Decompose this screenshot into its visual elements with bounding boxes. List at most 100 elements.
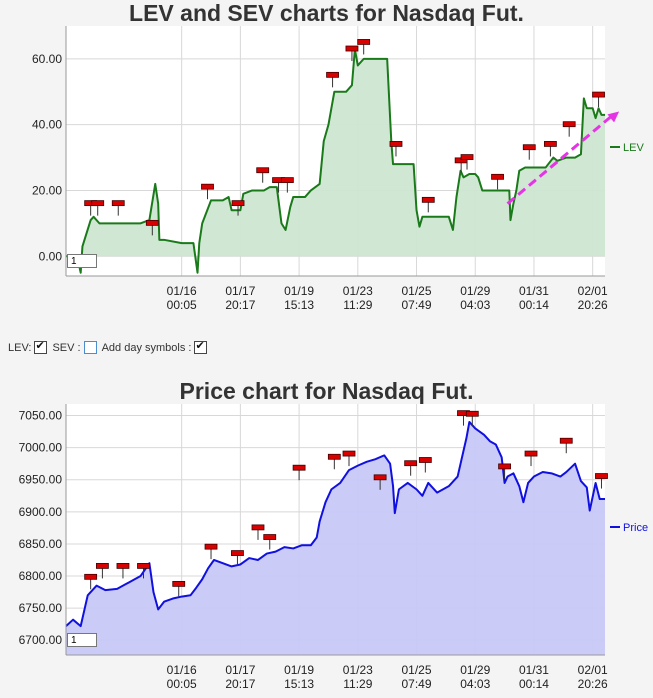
day-marker-flag xyxy=(231,200,245,207)
plot-area xyxy=(66,404,605,655)
x-tick-time: 00:05 xyxy=(167,677,197,691)
day-marker-flag xyxy=(342,450,356,457)
x-tick-date: 01/23 xyxy=(343,284,373,298)
y-tick-label: 6750.00 xyxy=(19,601,63,615)
trend-arrow-line xyxy=(506,115,613,205)
y-tick-label: 6800.00 xyxy=(19,569,63,583)
lev-checkbox[interactable] xyxy=(34,339,48,354)
x-tick-date: 01/29 xyxy=(460,284,490,298)
x-tick-time: 20:26 xyxy=(578,677,608,691)
x-tick-date: 01/29 xyxy=(460,663,490,677)
series-line xyxy=(65,420,605,628)
day-marker-flag xyxy=(256,167,270,174)
x-tick-time: 04:03 xyxy=(460,298,490,312)
day-symbols-checkbox[interactable] xyxy=(194,339,208,354)
day-marker-flag xyxy=(231,550,244,556)
day-marker-flag xyxy=(465,410,479,417)
x-tick-time: 07:49 xyxy=(402,677,432,691)
x-tick-date: 01/19 xyxy=(284,663,314,677)
day-marker-flag xyxy=(280,177,294,184)
x-tick-time: 07:49 xyxy=(402,298,432,312)
day-marker-flag xyxy=(404,460,418,467)
day-marker-flag xyxy=(357,39,371,45)
lev-checkbox-label: LEV: xyxy=(8,341,32,354)
day-marker-flag xyxy=(524,450,538,457)
x-tick-time: 04:03 xyxy=(460,677,490,691)
day-marker-flag xyxy=(326,71,339,78)
y-tick-label: 40.00 xyxy=(32,118,62,132)
day-marker-flag xyxy=(592,91,605,98)
x-tick-date: 02/01 xyxy=(578,284,608,298)
y-tick-label: 6850.00 xyxy=(19,537,63,551)
x-tick-date: 01/19 xyxy=(284,284,314,298)
y-tick-label: 6900.00 xyxy=(19,505,63,519)
x-tick-time: 00:05 xyxy=(167,298,197,312)
day-marker-flag xyxy=(204,543,218,550)
x-tick-date: 01/16 xyxy=(167,284,197,298)
day-marker-flag xyxy=(595,473,608,479)
x-tick-date: 01/25 xyxy=(402,663,432,677)
day-marker-flag xyxy=(389,141,403,147)
y-tick-label: 7050.00 xyxy=(19,409,63,423)
x-tick-date: 02/01 xyxy=(578,663,608,677)
day-marker-flag xyxy=(251,524,265,531)
y-tick-label: 7000.00 xyxy=(19,441,63,455)
chart-controls: LEV: SEV : Add day symbols : xyxy=(8,339,209,354)
y-tick-label: 6700.00 xyxy=(19,633,63,647)
day-marker-flag xyxy=(498,463,511,470)
y-tick-label: 6950.00 xyxy=(19,473,63,487)
price-zoom-input[interactable]: 1 xyxy=(67,633,97,647)
day-marker-flag xyxy=(145,219,159,226)
y-tick-label: 20.00 xyxy=(32,183,62,197)
day-symbols-checkbox-label: Add day symbols : xyxy=(101,341,192,354)
legend-label: LEV xyxy=(623,142,644,154)
day-marker-flag xyxy=(491,173,504,180)
series-area xyxy=(66,421,605,655)
day-marker-flag xyxy=(460,154,474,160)
x-tick-time: 15:13 xyxy=(284,298,314,312)
day-marker-flag xyxy=(111,200,125,207)
x-tick-date: 01/31 xyxy=(519,663,549,677)
day-marker-flag xyxy=(562,121,576,128)
day-marker-flag xyxy=(421,196,435,203)
x-tick-date: 01/25 xyxy=(402,284,432,298)
series-line xyxy=(66,48,605,274)
day-marker-flag xyxy=(137,563,150,569)
lev-zoom-input[interactable]: 1 xyxy=(67,254,97,268)
day-marker-flag xyxy=(96,563,109,569)
day-marker-flag xyxy=(292,464,306,471)
x-tick-time: 15:13 xyxy=(284,677,314,691)
day-marker-flag xyxy=(418,457,432,463)
day-marker-flag xyxy=(559,437,573,444)
x-tick-time: 20:17 xyxy=(225,298,255,312)
y-tick-label: 60.00 xyxy=(32,52,62,66)
day-marker-flag xyxy=(522,144,536,151)
day-marker-flag xyxy=(116,563,130,569)
day-marker-flag xyxy=(201,183,214,190)
day-marker-flag xyxy=(373,474,387,481)
sev-checkbox[interactable] xyxy=(83,341,97,354)
y-tick-label: 0.00 xyxy=(39,249,63,263)
lev-chart-title: LEV and SEV charts for Nasdaq Fut. xyxy=(129,0,524,26)
day-marker-flag xyxy=(457,410,470,417)
x-tick-date: 01/16 xyxy=(167,663,197,677)
legend-label: Price xyxy=(623,522,648,534)
x-tick-time: 00:14 xyxy=(519,298,549,312)
day-marker-flag xyxy=(84,573,98,580)
price-chart-title: Price chart for Nasdaq Fut. xyxy=(179,378,474,404)
day-marker-flag xyxy=(327,453,341,460)
x-tick-time: 11:29 xyxy=(343,677,372,691)
x-tick-time: 20:26 xyxy=(578,298,608,312)
x-tick-date: 01/17 xyxy=(225,284,255,298)
x-tick-date: 01/31 xyxy=(519,284,549,298)
x-tick-time: 11:29 xyxy=(343,298,372,312)
x-tick-date: 01/23 xyxy=(343,663,373,677)
series-area xyxy=(66,49,605,273)
sev-checkbox-label: SEV : xyxy=(52,341,81,354)
x-tick-date: 01/17 xyxy=(225,663,255,677)
x-tick-time: 00:14 xyxy=(519,677,549,691)
day-marker-flag xyxy=(172,580,186,587)
x-tick-time: 20:17 xyxy=(225,677,255,691)
day-marker-flag xyxy=(263,534,277,540)
